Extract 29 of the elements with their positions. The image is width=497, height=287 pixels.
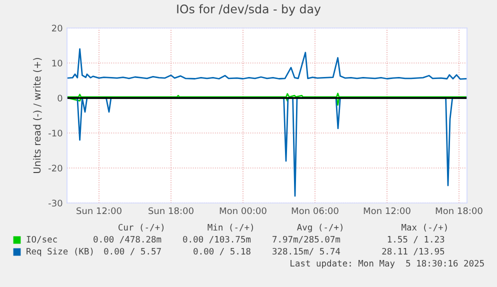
y-tick-label: 20	[52, 24, 62, 32]
text: Max (-/+)	[402, 224, 447, 232]
x-tick-label: Mon 00:00	[220, 207, 266, 214]
y-tick-label: 0	[58, 94, 62, 102]
x-tick-label: Sun 12:00	[76, 207, 122, 214]
text: Last update: Mon May 5 18:30:16 2025	[290, 260, 484, 268]
text: Cur (-/+)	[118, 224, 164, 232]
x-tick-label: Mon 12:00	[364, 207, 410, 214]
text: 0.00 /478.28m	[94, 236, 162, 244]
y-tick-label: -20	[48, 164, 62, 172]
x-tick-label: Mon 18:00	[436, 207, 482, 214]
text: 0.00 /103.75m	[183, 236, 251, 244]
text: 7.97m/285.07m	[272, 236, 340, 244]
x-tick-label: Mon 06:00	[292, 207, 338, 214]
text: 28.11 /13.95	[382, 248, 444, 256]
text: 1.55 / 1.23	[388, 236, 444, 244]
legend-label: Req Size (KB)	[26, 248, 93, 256]
chart-title: IOs for /dev/sda - by day	[177, 4, 321, 16]
y-tick-label: -30	[48, 200, 62, 207]
text: Min (-/+)	[208, 224, 253, 232]
legend-label: IO/sec	[26, 236, 57, 244]
y-axis-title: Units read (-) / write (+)	[33, 58, 42, 174]
y-tick-label: 10	[52, 60, 62, 67]
x-tick-label: Sun 18:00	[148, 207, 194, 214]
text: 0.00 / 5.18	[194, 248, 250, 256]
y-tick-label: -10	[48, 130, 62, 137]
text: 0.00 / 5.57	[104, 248, 161, 256]
text: 328.15m/ 5.74	[272, 248, 340, 256]
text: Avg (-/+)	[297, 224, 342, 232]
